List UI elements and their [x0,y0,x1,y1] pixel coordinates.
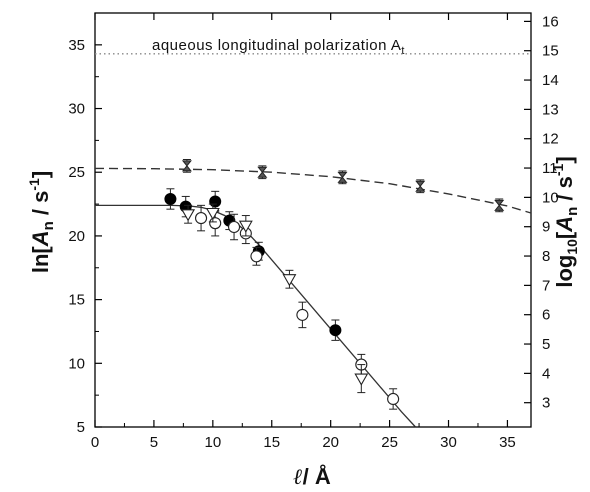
y-axis-left-title: ln[An / s-1] [26,171,57,273]
x-tick-label: 35 [499,434,516,451]
y-right-tick-label: 16 [542,13,559,30]
data-point-bowtie [181,158,192,173]
y-right-tick-label: 12 [542,131,559,148]
data-point-open-circle [250,246,263,266]
x-tick-label: 0 [91,434,99,451]
y-left-tick-label: 25 [68,164,85,181]
marker-open-circle [387,392,400,406]
y-right-tick-label: 8 [542,248,550,265]
marker-open-triangle [181,209,196,222]
x-axis-title: ℓ/ Å [293,463,331,489]
data-point-bowtie [257,165,268,180]
data-point-filled-circle [164,188,177,210]
data-point-open-triangle-down [282,269,297,289]
marker-bowtie [257,166,268,178]
y-right-tick-label: 6 [542,307,550,324]
y-left-tick-label: 5 [77,419,85,436]
x-tick-label: 30 [440,434,457,451]
y-right-tick-label: 15 [542,43,559,60]
fit-dashed [94,167,532,214]
y-right-tick-label: 9 [542,219,550,236]
y-axis-right-title: log10[An / s-1] [550,156,581,287]
y-right-tick-label: 4 [542,365,550,382]
x-tick-label: 25 [381,434,398,451]
marker-filled-circle [329,324,342,337]
data-point-bowtie [415,179,426,194]
marker-open-triangle [354,373,369,386]
marker-open-circle [227,220,241,234]
data-point-filled-circle [329,319,342,341]
data-point-bowtie [337,170,348,185]
marker-bowtie [337,171,348,183]
data-point-open-circle [195,204,208,232]
data-point-open-triangle-down [354,364,369,394]
data-point-open-circle [227,213,241,241]
y-right-tick-label: 13 [542,101,559,118]
y-left-tick-label: 10 [68,355,85,372]
marker-filled-circle [164,192,177,205]
marker-open-circle [195,212,208,225]
marker-open-triangle [282,274,297,287]
marker-bowtie [181,160,192,172]
x-tick-label: 5 [150,434,158,451]
y-left-tick-label: 20 [68,228,85,245]
marker-open-triangle [238,220,253,233]
y-left-tick-label: 30 [68,101,85,118]
marker-open-triangle [205,207,220,221]
marker-bowtie [415,180,426,192]
y-left-tick-label: 15 [68,292,85,309]
x-tick-label: 20 [322,434,339,451]
marker-open-circle [250,250,263,263]
fit-solid [95,204,416,428]
y-right-tick-label: 3 [542,395,550,412]
x-tick-label: 15 [263,434,280,451]
y-right-tick-label: 5 [542,336,550,353]
y-right-tick-label: 14 [542,72,559,89]
data-markers [164,158,505,410]
marker-bowtie [494,199,505,211]
marker-filled-circle [209,195,222,208]
x-tick-label: 10 [204,434,221,451]
y-right-tick-label: 7 [542,277,550,294]
data-point-open-circle [296,301,309,329]
axes: 0 5 10 15 20 25 30 3551015202530353456789101112… [68,13,559,451]
plot-frame [94,12,532,428]
data-point-open-triangle-down [238,215,253,237]
data-point-open-circle [387,388,400,410]
annotation: aqueous longitudinal polarization At [152,37,405,57]
data-point-bowtie [494,198,505,213]
data-point-open-triangle-down [205,203,220,223]
fit-curves [94,53,532,428]
data-point-open-triangle-down [181,204,196,224]
marker-open-circle [296,308,309,321]
y-right-tick-label: 10 [542,189,559,206]
marker-open-circle [209,217,222,230]
y-right-tick-label: 11 [542,160,558,177]
y-left-tick-label: 35 [68,37,85,54]
